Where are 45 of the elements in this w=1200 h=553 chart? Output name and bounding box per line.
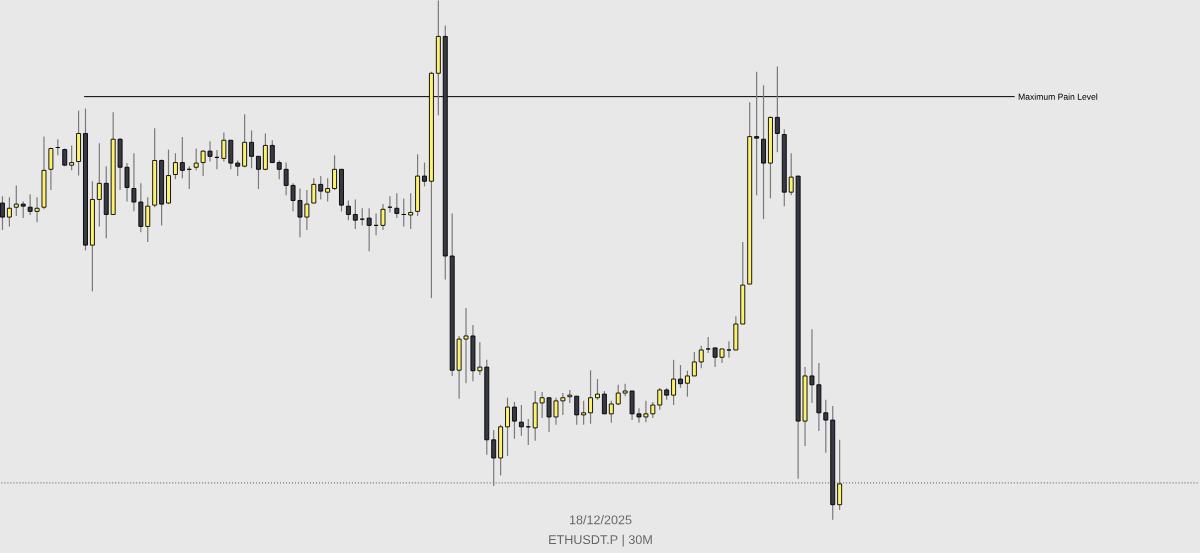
candlestick [179, 136, 185, 179]
candlestick [837, 439, 843, 511]
candlestick [505, 397, 510, 457]
candlestick [256, 155, 261, 190]
candlestick [608, 400, 614, 424]
candlestick [601, 390, 607, 415]
candlestick [380, 203, 386, 231]
candlestick [671, 359, 677, 406]
candlestick [726, 340, 732, 359]
candlestick [581, 400, 587, 426]
candlestick [422, 161, 427, 187]
candlestick [698, 345, 704, 369]
text: ETHUSDT.P | 30M [549, 534, 652, 547]
candlestick [588, 369, 594, 425]
candlestick [48, 146, 54, 191]
candlestick [145, 196, 151, 243]
candlestick [345, 199, 351, 221]
candlestick [657, 387, 663, 411]
candlestick [691, 351, 697, 377]
candlestick [269, 139, 275, 164]
candlestick [595, 378, 600, 401]
candlestick [684, 370, 690, 398]
candlestick [394, 192, 400, 219]
candlestick [511, 401, 517, 440]
candlestick [242, 113, 248, 168]
candlestick [366, 207, 372, 252]
ref-line-label: Maximum Pain Level [1018, 93, 1098, 100]
candlestick [6, 196, 12, 227]
candlestick [0, 195, 5, 231]
candlestick [13, 184, 19, 217]
candlestick [332, 154, 338, 191]
candlestick [408, 192, 414, 230]
annotation: 18/12/2025 [569, 514, 632, 525]
candlestick [574, 395, 580, 426]
candlestick [678, 364, 683, 389]
candlestick [262, 132, 268, 171]
candlestick [96, 142, 102, 227]
candlestick [325, 177, 331, 202]
candlestick [318, 175, 324, 200]
candlestick [249, 129, 254, 169]
candlestick [491, 429, 497, 487]
candlestick [352, 198, 358, 230]
candlestick [172, 152, 178, 180]
candlestick [518, 404, 524, 437]
candlestick [69, 144, 75, 171]
